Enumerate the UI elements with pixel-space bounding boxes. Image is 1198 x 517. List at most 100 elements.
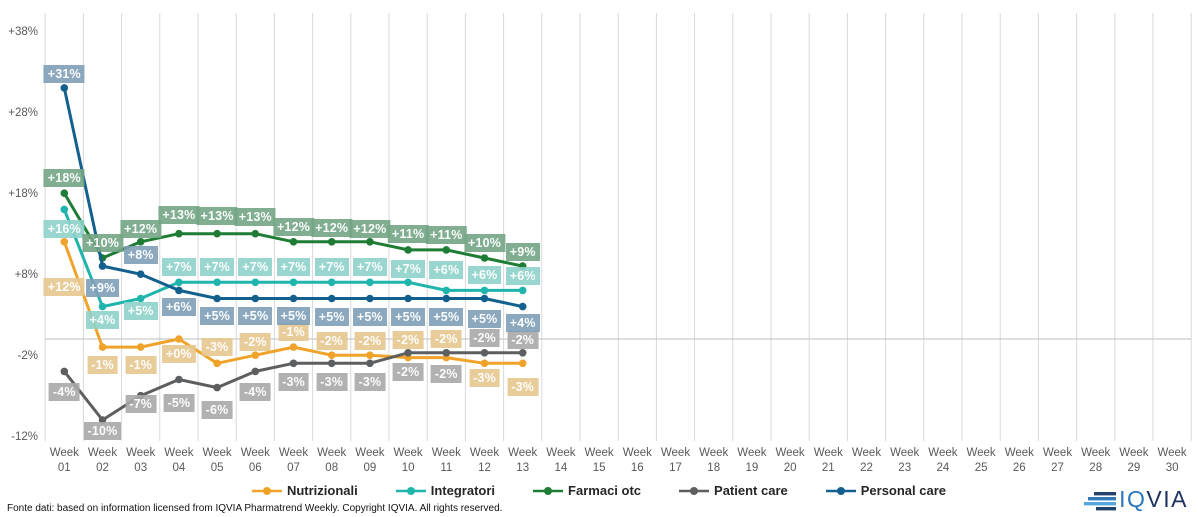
data-point-patient-care — [60, 367, 69, 376]
x-axis-week-word: Week — [470, 447, 499, 459]
data-point-integratori — [327, 278, 336, 287]
x-axis-week-number: 21 — [822, 462, 835, 474]
x-axis-week-number: 24 — [937, 462, 950, 474]
data-point-farmaci-otc — [289, 238, 298, 246]
x-axis-week-number: 12 — [478, 462, 491, 474]
data-point-farmaci-otc — [136, 238, 145, 246]
data-point-integratori — [136, 294, 145, 303]
data-point-personal-care — [251, 294, 260, 303]
legend: Nutrizionali Integratori Farmaci otc Patien… — [0, 483, 1198, 498]
data-point-patient-care — [251, 367, 260, 376]
x-axis-week-word: Week — [584, 447, 613, 459]
x-axis-week-word: Week — [317, 447, 346, 459]
y-axis-tick-label: +28% — [8, 107, 38, 119]
x-axis-week-number: 10 — [402, 462, 415, 474]
data-point-nutrizionali — [136, 343, 145, 351]
legend-marker-icon — [679, 486, 710, 495]
series-line-personal-care — [62, 86, 525, 309]
x-axis-week-word: Week — [928, 447, 957, 459]
data-point-patient-care — [327, 359, 336, 368]
legend-marker-icon — [533, 486, 564, 495]
data-point-patient-care — [136, 391, 145, 400]
x-axis-week-word: Week — [279, 447, 308, 459]
x-axis-week-word: Week — [1157, 447, 1186, 459]
x-axis-week-word: Week — [814, 447, 843, 459]
x-axis-week-number: 18 — [707, 462, 720, 474]
x-axis-week-number: 11 — [440, 462, 452, 474]
x-axis-week-number: 06 — [249, 462, 262, 474]
legend-dot — [262, 486, 271, 495]
legend-dot — [544, 486, 553, 495]
legend-marker-icon — [395, 486, 426, 495]
data-point-nutrizionali — [175, 335, 183, 343]
data-point-farmaci-otc — [251, 229, 260, 238]
x-axis-week-word: Week — [1081, 447, 1110, 459]
legend-label: Nutrizionali — [286, 483, 358, 498]
x-axis-week-word: Week — [241, 447, 270, 459]
data-point-personal-care — [136, 270, 145, 279]
data-point-personal-care — [518, 302, 527, 311]
data-point-personal-care — [98, 262, 107, 270]
data-point-nutrizionali — [251, 351, 260, 360]
x-axis-week-word: Week — [1043, 447, 1072, 459]
data-point-personal-care — [480, 294, 489, 303]
data-point-nutrizionali — [98, 343, 107, 351]
data-point-farmaci-otc — [60, 189, 69, 197]
legend-marker-icon — [825, 486, 856, 495]
data-point-nutrizionali — [518, 359, 527, 368]
legend-label: Integratori — [430, 483, 496, 498]
data-point-nutrizionali — [213, 359, 221, 368]
data-point-farmaci-otc — [480, 254, 489, 262]
data-point-farmaci-otc — [327, 238, 336, 246]
data-point-farmaci-otc — [175, 229, 183, 238]
legend-item-integratori: Integratori — [395, 483, 496, 498]
data-point-integratori — [442, 286, 451, 295]
x-axis-week-number: 07 — [287, 462, 300, 474]
x-axis-week-word: Week — [623, 447, 652, 459]
x-axis-week-number: 04 — [173, 462, 186, 474]
series-line-farmaci-otc — [62, 191, 525, 268]
data-point-patient-care — [175, 375, 183, 384]
legend-dot — [690, 486, 699, 495]
legend-item-farmaci-otc: Farmaci otc — [533, 483, 641, 498]
x-axis-week-number: 17 — [669, 462, 682, 474]
x-axis-week-word: Week — [737, 447, 766, 459]
x-axis-week-number: 28 — [1089, 462, 1102, 474]
legend-item-personal-care: Personal care — [825, 483, 946, 498]
x-axis-week-number: 09 — [364, 462, 377, 474]
x-axis-week-number: 20 — [784, 462, 797, 474]
x-axis-week-number: 16 — [631, 462, 644, 474]
legend-item-patient-care: Patient care — [679, 483, 788, 498]
data-point-personal-care — [175, 286, 183, 295]
data-point-integratori — [518, 286, 527, 295]
data-point-farmaci-otc — [366, 238, 374, 246]
data-point-personal-care — [289, 294, 298, 303]
data-point-integratori — [60, 205, 69, 214]
x-axis-week-word: Week — [50, 447, 79, 459]
data-point-farmaci-otc — [404, 246, 412, 254]
data-point-integratori — [213, 278, 221, 287]
data-point-personal-care — [213, 294, 221, 303]
x-axis-week-number: 29 — [1128, 462, 1141, 474]
x-axis-week-word: Week — [852, 447, 881, 459]
legend-dot — [406, 486, 415, 495]
x-axis-week-word: Week — [1119, 447, 1148, 459]
y-axis-tick-label: -12% — [11, 431, 38, 443]
x-axis-week-number: 27 — [1051, 462, 1064, 474]
x-axis-week-number: 26 — [1013, 462, 1026, 474]
data-point-patient-care — [98, 416, 107, 424]
x-axis-week-number: 23 — [898, 462, 911, 474]
data-point-nutrizionali — [289, 343, 298, 351]
iqvia-logo-text: IQVIA — [1119, 486, 1188, 513]
data-point-nutrizionali — [366, 351, 374, 360]
data-point-personal-care — [442, 294, 451, 303]
x-axis-week-word: Week — [393, 447, 422, 459]
x-axis-week-number: 22 — [860, 462, 873, 474]
x-axis-week-number: 30 — [1166, 462, 1179, 474]
data-point-integratori — [480, 286, 489, 295]
x-axis-week-word: Week — [775, 447, 804, 459]
y-axis-tick-label: +18% — [8, 188, 38, 200]
data-point-patient-care — [518, 349, 527, 357]
data-point-farmaci-otc — [442, 246, 451, 254]
